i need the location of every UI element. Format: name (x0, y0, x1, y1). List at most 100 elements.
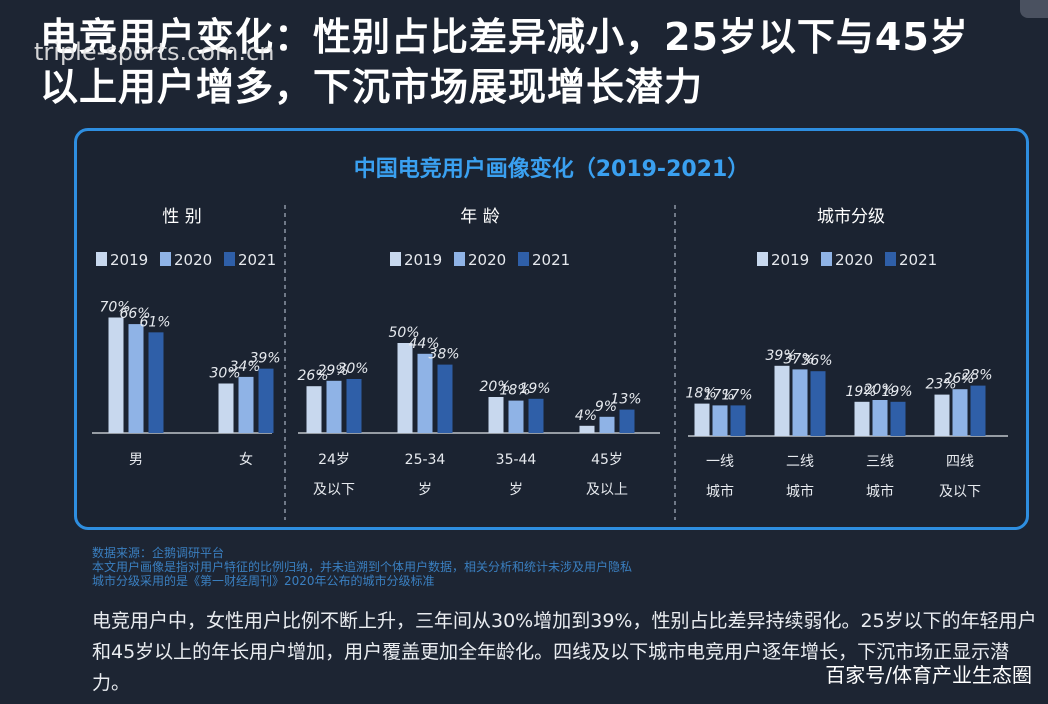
category-label: 三线 (866, 454, 894, 470)
bar-value-label: 44% (408, 336, 439, 352)
source-line: 数据来源：企鹅调研平台 (92, 546, 225, 560)
category-label: 城市 (706, 483, 734, 500)
bar-value-label: 4% (575, 408, 597, 424)
corner-decoration (1020, 0, 1048, 18)
bar-value-label: 13% (610, 392, 641, 408)
bar (397, 343, 413, 433)
bar (108, 317, 124, 433)
bar (346, 379, 362, 433)
bar-value-label: 50% (388, 325, 419, 341)
legend-swatch (390, 252, 401, 266)
legend-label: 2020 (468, 251, 506, 269)
bar (579, 425, 595, 433)
bar-value-label: 18% (685, 386, 716, 402)
bar (599, 416, 615, 433)
category-label: 岁 (509, 482, 523, 498)
bar (694, 403, 710, 436)
headline: 电竞用户变化：性别占比差异减小，25岁以下与45岁以上用户增多，下沉市场展现增长… (40, 15, 969, 109)
bar-value-label: 29% (317, 363, 348, 379)
category-label: 24岁 (318, 452, 350, 468)
legend-label: 2021 (899, 251, 937, 269)
category-label: 及以下 (939, 484, 981, 500)
bar (238, 376, 254, 433)
legend-swatch (757, 252, 768, 266)
data-source: 数据来源：企鹅调研平台 本文用户画像是指对用户特征的比例归纳，并未追溯到个体用户… (92, 546, 992, 588)
legend-label: 2019 (404, 251, 442, 269)
bar (730, 405, 746, 436)
bar (508, 400, 524, 433)
bar (148, 332, 164, 433)
legend-swatch (821, 252, 832, 266)
section-title: 年 龄 (460, 207, 499, 227)
bar (890, 401, 906, 436)
category-label: 及以下 (313, 482, 355, 498)
legend-swatch (160, 252, 171, 266)
bar-value-label: 23% (925, 377, 956, 393)
bar (774, 365, 790, 436)
bar-value-label: 30% (337, 361, 368, 377)
legend-swatch (224, 252, 235, 266)
category-label: 城市 (866, 483, 894, 500)
bar-value-label: 39% (765, 348, 796, 364)
category-label: 四线 (946, 454, 974, 470)
category-label: 男 (129, 452, 143, 468)
panel-title: 中国电竞用户画像变化（2019-2021） (353, 157, 750, 182)
legend-swatch (96, 252, 107, 266)
category-label: 岁 (418, 482, 432, 498)
legend-label: 2021 (238, 251, 276, 269)
category-label: 女 (239, 451, 253, 468)
bar-value-label: 17% (721, 387, 752, 403)
legend-label: 2019 (110, 251, 148, 269)
bar (306, 386, 322, 433)
bar-value-label: 38% (428, 347, 459, 363)
bar-value-label: 66% (119, 306, 150, 322)
legend-swatch (454, 252, 465, 266)
watermark: triple-sports.com.cn (34, 38, 275, 66)
bar (970, 385, 986, 436)
summary-text: 电竞用户中，女性用户比例不断上升，三年间从30%增加到39%，性别占比差异持续弱… (92, 610, 1037, 694)
bar-value-label: 9% (595, 399, 617, 415)
chart-panel: 中国电竞用户画像变化（2019-2021） (74, 128, 1029, 530)
bar-value-label: 34% (229, 359, 260, 375)
category-label: 二线 (786, 454, 814, 470)
source-line: 城市分级采用的是《第一财经周刊》2020年公布的城市分级标准 (92, 574, 435, 588)
bar (872, 400, 888, 436)
bar (528, 398, 544, 433)
bar (934, 394, 950, 436)
bar-value-label: 30% (209, 366, 240, 382)
bar-value-label: 17% (703, 387, 734, 403)
bar-value-label: 19% (881, 384, 912, 400)
bar-value-label: 26% (943, 371, 974, 387)
bar-value-label: 70% (99, 300, 130, 316)
category-label: 一线 (706, 454, 734, 470)
legend-label: 2021 (532, 251, 570, 269)
legend-label: 2020 (174, 251, 212, 269)
bar (952, 389, 968, 436)
bar-value-label: 39% (249, 351, 280, 367)
bar (218, 383, 234, 433)
category-label: 城市 (786, 483, 814, 500)
bar (854, 401, 870, 436)
category-label: 35-44 (496, 452, 537, 468)
source-line: 本文用户画像是指对用户特征的比例归纳，并未追溯到个体用户数据，相关分析和统计未涉… (92, 560, 633, 574)
legend-swatch (518, 252, 529, 266)
bar (619, 409, 635, 433)
bar (488, 397, 504, 433)
bar-value-label: 61% (139, 314, 170, 330)
bar (792, 369, 808, 436)
category-label: 及以上 (586, 482, 628, 498)
bar (417, 353, 433, 433)
bar (712, 405, 728, 436)
bar-value-label: 28% (961, 368, 992, 384)
bar-value-label: 37% (783, 351, 814, 367)
category-label: 45岁 (591, 452, 623, 468)
bar-value-label: 20% (863, 382, 894, 398)
bar-value-label: 19% (845, 384, 876, 400)
bar-value-label: 18% (499, 383, 530, 399)
legend-label: 2020 (835, 251, 873, 269)
bar-value-label: 19% (519, 381, 550, 397)
section-title: 城市分级 (817, 207, 885, 227)
category-label: 25-34 (405, 452, 446, 468)
legend-label: 2019 (771, 251, 809, 269)
